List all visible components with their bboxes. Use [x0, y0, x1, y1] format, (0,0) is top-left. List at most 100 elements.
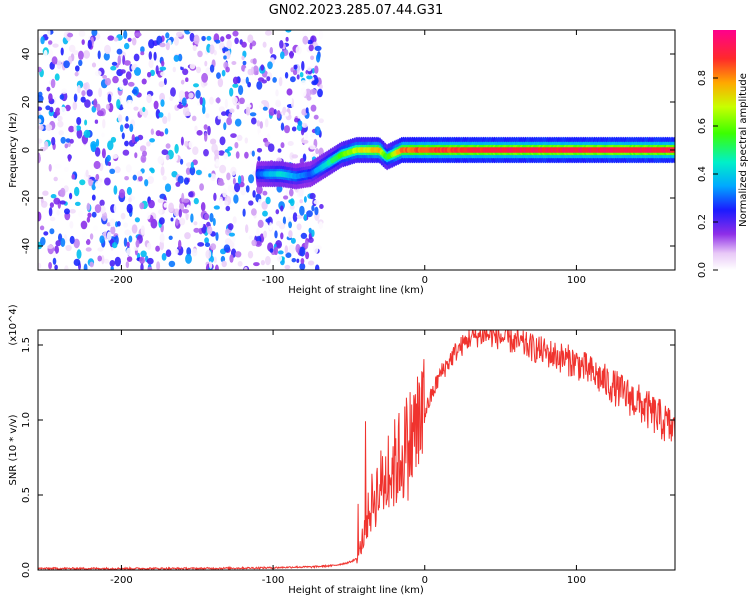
heatmap-cell: [142, 106, 146, 112]
heatmap-cell: [303, 196, 307, 203]
heatmap-cell: [150, 128, 155, 135]
heatmap-cell: [87, 39, 93, 50]
heatmap-cell: [134, 67, 141, 76]
heatmap-cell: [309, 133, 315, 138]
heatmap-cell: [104, 77, 112, 86]
heatmap-cell: [280, 122, 285, 131]
heatmap-cell: [140, 51, 145, 56]
snr-x-tick-label: 0: [422, 575, 428, 586]
heatmap-cell: [262, 210, 268, 217]
snr-x-axis-label: Height of straight line (km): [288, 585, 424, 596]
heatmap-cell: [170, 87, 176, 97]
heatmap-cell: [204, 213, 210, 221]
heatmap-cell: [226, 172, 231, 181]
heatmap-cell: [225, 66, 230, 73]
heatmap-cell: [158, 112, 164, 118]
heatmap-cell: [106, 231, 112, 241]
heatmap-cell: [232, 83, 239, 88]
heatmap-cell: [262, 190, 268, 196]
heatmap-cell: [202, 166, 207, 174]
heatmap-cell: [213, 49, 217, 56]
heatmap-cell: [159, 233, 165, 243]
heatmap-cell: [224, 200, 229, 206]
heatmap-cell: [126, 256, 133, 262]
heatmap-cell: [204, 132, 208, 142]
heatmap-cell: [84, 99, 91, 108]
heatmap-cell: [318, 30, 324, 40]
heatmap-cell: [146, 93, 152, 104]
heatmap-cell: [133, 106, 139, 111]
heatmap-cell: [38, 153, 41, 163]
heatmap-cell: [104, 177, 111, 186]
snr-y-scale-label: (x10^4): [8, 304, 19, 345]
heatmap-cell: [73, 258, 81, 266]
heatmap-cell: [105, 103, 110, 110]
heatmap-cell: [140, 46, 145, 53]
heatmap-cell: [128, 235, 133, 243]
heatmap-cell: [50, 194, 57, 199]
heatmap-cell: [104, 44, 111, 55]
heatmap-cell: [219, 198, 223, 209]
heatmap-cell: [74, 201, 81, 206]
heatmap-cell: [319, 84, 323, 90]
heatmap-cell: [71, 174, 76, 180]
heatmap-cell: [38, 142, 41, 148]
heatmap-cell: [188, 191, 194, 198]
heatmap-cell: [314, 45, 322, 52]
heatmap-cell: [298, 187, 304, 197]
heatmap-cell: [38, 66, 42, 73]
heatmap-cell: [315, 264, 320, 270]
heatmap-cell: [300, 80, 307, 86]
heatmap-cell: [123, 237, 128, 247]
heatmap-cell: [286, 88, 293, 96]
heatmap-cell: [223, 122, 227, 131]
heatmap-cell: [308, 44, 314, 52]
heatmap-cell: [221, 69, 226, 77]
heatmap-cell: [43, 231, 49, 236]
heatmap-cell: [285, 187, 289, 198]
heatmap-cell: [265, 218, 271, 223]
heatmap-cell: [241, 55, 245, 61]
heatmap-cell: [283, 195, 289, 200]
heatmap-cell: [127, 37, 132, 42]
heatmap-cell: [300, 87, 307, 97]
heatmap-cell: [171, 190, 176, 201]
heatmap-cell: [124, 60, 131, 66]
heatmap-cell: [99, 199, 105, 207]
heatmap-cell: [147, 266, 153, 270]
spectrogram-y-tick-label: -40: [21, 238, 32, 254]
heatmap-cell: [91, 194, 96, 201]
heatmap-cell: [299, 72, 304, 78]
heatmap-cell: [80, 220, 88, 230]
heatmap-cell: [305, 251, 310, 260]
heatmap-cell: [290, 76, 296, 83]
heatmap-cell: [301, 60, 305, 71]
heatmap-cell: [73, 93, 78, 103]
heatmap-cell: [126, 241, 130, 248]
heatmap-cell: [73, 124, 77, 133]
heatmap-cell: [244, 137, 248, 144]
heatmap-cell: [228, 113, 232, 119]
heatmap-cell: [289, 204, 295, 210]
heatmap-cell: [90, 141, 97, 150]
heatmap-cell: [218, 150, 225, 156]
heatmap-cell: [146, 242, 152, 250]
heatmap-cell: [292, 212, 298, 223]
spectrogram-y-axis-label: Frequency (Hz): [8, 112, 19, 188]
heatmap-cell: [261, 201, 268, 210]
heatmap-cell: [126, 85, 130, 92]
heatmap-cell: [314, 206, 319, 216]
heatmap-cell: [131, 224, 138, 234]
heatmap-cell: [200, 202, 206, 212]
heatmap-cell: [140, 263, 144, 270]
heatmap-cell: [122, 78, 128, 86]
heatmap-cell: [140, 225, 145, 236]
heatmap-cell: [63, 60, 70, 69]
heatmap-cell: [49, 216, 56, 222]
heatmap-cell: [213, 256, 217, 264]
heatmap-cell: [220, 36, 225, 42]
heatmap-cell: [141, 78, 147, 85]
heatmap-cell: [140, 154, 147, 163]
heatmap-cell: [236, 104, 240, 110]
heatmap-cell: [162, 116, 168, 124]
